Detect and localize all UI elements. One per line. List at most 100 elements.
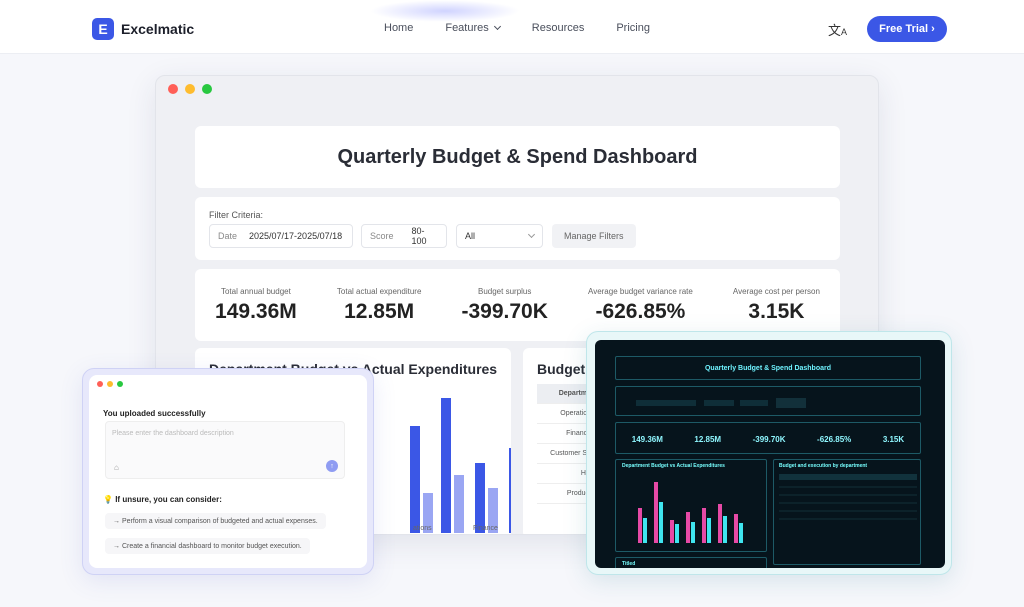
nav-link-features[interactable]: Features (445, 22, 501, 34)
dark-table-title: Budget and execution by department (779, 463, 868, 469)
bar (707, 518, 711, 543)
bar (723, 516, 727, 543)
minimize-dot-icon (107, 381, 113, 387)
bar (654, 482, 658, 543)
top-nav: E Excelmatic Home Features Resources Pri… (0, 0, 1024, 54)
dark-kpi-value: -626.85% (817, 434, 852, 444)
manage-filters-button[interactable]: Manage Filters (552, 224, 636, 248)
suggestions-heading: 💡 If unsure, you can consider: (103, 495, 222, 504)
kpi-value: 12.85M (344, 299, 415, 323)
nav-link-home[interactable]: Home (384, 22, 414, 34)
suggestion-item[interactable]: → Perform a visual comparison of budgete… (105, 513, 326, 529)
kpi-total-budget: Total annual budget 149.36M (215, 287, 297, 324)
date-key: Date (218, 231, 238, 241)
table-header: Departme (537, 384, 597, 404)
filter-chip (776, 398, 806, 408)
kpi-cost-per-person: Average cost per person 3.15K (733, 287, 820, 324)
dark-kpi: 12.85M (694, 433, 721, 444)
lightbulb-icon: 💡 (103, 495, 113, 504)
suggestions-heading-text: If unsure, you can consider: (115, 495, 222, 504)
dark-title: Quarterly Budget & Spend Dashboard (615, 356, 921, 380)
score-filter[interactable]: Score 80-100 (361, 224, 447, 248)
filter-chip (704, 400, 734, 406)
select-value: All (465, 231, 476, 241)
bar (734, 514, 738, 543)
bar (454, 475, 464, 533)
dark-kpi: 149.36M (632, 433, 663, 444)
table-row: Finance (537, 424, 597, 444)
dark-table-grid (779, 474, 917, 520)
filter-chip (740, 400, 768, 406)
table-row: Operation (537, 404, 597, 424)
upload-chat-card: You uploaded successfully Please enter t… (82, 368, 374, 575)
score-key: Score (370, 231, 394, 241)
x-tick-label: Finance (473, 525, 498, 532)
bar (718, 504, 722, 543)
table-row: Customer Su (537, 444, 597, 464)
suggestion-item[interactable]: → Create a financial dashboard to monito… (105, 538, 310, 554)
maximize-dot-icon (117, 381, 123, 387)
filter-panel: Filter Criteria: Date 2025/07/17-2025/07… (195, 197, 840, 260)
chevron-down-icon (493, 22, 501, 31)
maximize-dot-icon (202, 84, 212, 94)
minimize-dot-icon (185, 84, 195, 94)
logo[interactable]: E Excelmatic (92, 18, 194, 40)
translate-icon[interactable]: 文A (828, 23, 848, 38)
bar (702, 508, 706, 543)
logo-icon: E (92, 18, 114, 40)
send-icon[interactable]: ↑ (326, 460, 338, 472)
table-header (779, 474, 917, 480)
kpi-label: Budget surplus (478, 286, 532, 296)
bar (475, 463, 485, 533)
date-filter[interactable]: Date 2025/07/17-2025/07/18 (209, 224, 353, 248)
dark-kpi-value: 3.15K (882, 434, 905, 444)
dark-bar-chart: Department Budget vs Actual Expenditures (615, 459, 767, 552)
free-trial-button[interactable]: Free Trial › (867, 16, 947, 42)
bar (441, 398, 451, 533)
dark-kpi-value: -399.70K (752, 434, 786, 444)
dashboard-title: Quarterly Budget & Spend Dashboard (195, 126, 840, 188)
bar (686, 512, 690, 543)
bar (670, 520, 674, 543)
close-dot-icon (97, 381, 103, 387)
kpi-label: Total actual expenditure (336, 286, 422, 296)
dark-dashboard-preview: Quarterly Budget & Spend Dashboard 149.3… (586, 331, 952, 575)
nav-link-resources[interactable]: Resources (531, 22, 585, 34)
kpi-label: Total annual budget (220, 286, 291, 296)
bar (638, 508, 642, 543)
dark-kpi-value: 149.36M (631, 434, 663, 444)
kpi-value: 149.36M (215, 299, 297, 323)
kpi-label: Average budget variance rate (588, 286, 693, 296)
dark-titled-label: Titled (622, 561, 636, 567)
table-title: Budget a (537, 361, 597, 377)
nav-glow (370, 0, 520, 22)
logo-text: Excelmatic (121, 21, 195, 37)
close-dot-icon (168, 84, 178, 94)
bar-chart: ations Finance (410, 398, 511, 533)
kpi-value: -399.70K (461, 299, 548, 323)
dark-chart-title: Department Budget vs Actual Expenditures (622, 463, 725, 469)
bar (739, 523, 743, 543)
dark-kpi: 3.15K (883, 433, 904, 444)
department-table: Departme Operation Finance Customer Su H… (537, 384, 597, 504)
description-input[interactable]: Please enter the dashboard description ⌂… (105, 421, 345, 479)
window-controls (97, 381, 127, 387)
dark-dashboard: Quarterly Budget & Spend Dashboard 149.3… (595, 340, 945, 568)
nav-links: Home Features Resources Pricing (384, 22, 682, 34)
score-value: 80-100 (411, 226, 427, 246)
kpi-total-expenditure: Total actual expenditure 12.85M (337, 287, 422, 324)
all-select[interactable]: All (456, 224, 543, 248)
bar (675, 524, 679, 543)
chevron-down-icon (527, 230, 536, 239)
attachment-icon[interactable]: ⌂ (114, 463, 119, 472)
nav-link-pricing[interactable]: Pricing (616, 22, 650, 34)
table-row: HR (537, 464, 597, 484)
bar (691, 522, 695, 543)
upload-success-heading: You uploaded successfully (103, 409, 206, 418)
bar (659, 502, 663, 543)
bar (643, 518, 647, 543)
kpi-value: -626.85% (595, 299, 686, 323)
filter-label: Filter Criteria: (209, 210, 264, 220)
bar (423, 493, 433, 533)
dark-kpi-row: 149.36M 12.85M -399.70K -626.85% 3.15K (615, 422, 921, 454)
